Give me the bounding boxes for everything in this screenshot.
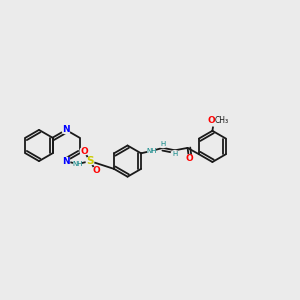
FancyBboxPatch shape xyxy=(73,160,82,169)
FancyBboxPatch shape xyxy=(61,125,70,134)
FancyBboxPatch shape xyxy=(170,150,179,159)
FancyBboxPatch shape xyxy=(92,167,100,176)
Text: O: O xyxy=(208,116,216,125)
Text: NH: NH xyxy=(146,148,157,154)
FancyBboxPatch shape xyxy=(158,139,167,148)
Text: O: O xyxy=(185,154,193,163)
Text: CH₃: CH₃ xyxy=(214,116,229,125)
FancyBboxPatch shape xyxy=(147,146,156,155)
FancyBboxPatch shape xyxy=(80,147,88,156)
Text: O: O xyxy=(92,167,100,176)
Text: N: N xyxy=(62,157,70,166)
Text: S: S xyxy=(86,156,94,166)
FancyBboxPatch shape xyxy=(184,154,194,163)
Text: H: H xyxy=(172,152,178,158)
FancyBboxPatch shape xyxy=(208,116,219,127)
FancyBboxPatch shape xyxy=(61,157,70,166)
Text: O: O xyxy=(80,147,88,156)
Text: NH: NH xyxy=(72,161,83,167)
Text: N: N xyxy=(62,125,70,134)
FancyBboxPatch shape xyxy=(85,157,94,166)
Text: H: H xyxy=(160,141,166,147)
